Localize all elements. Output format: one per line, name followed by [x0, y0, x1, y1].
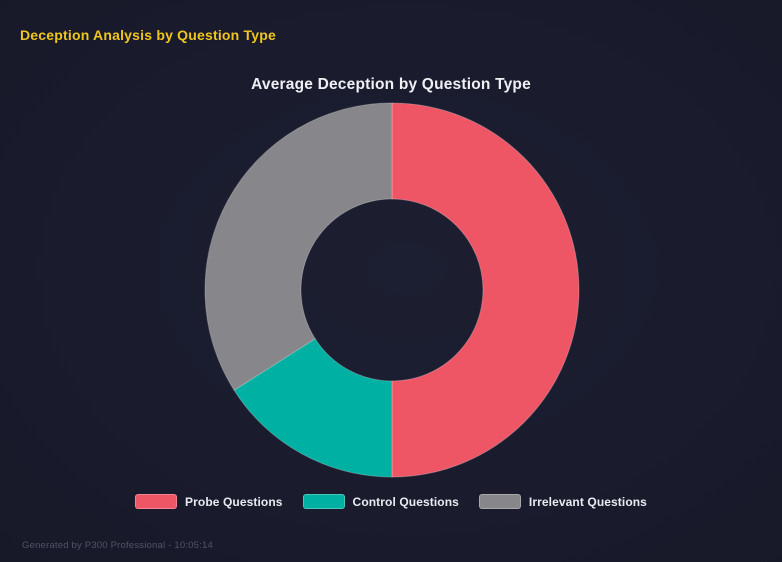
legend-item-irrelevant-questions[interactable]: Irrelevant Questions [478, 494, 647, 509]
generated-by-text: Generated by P300 Professional - 10:05:1… [22, 540, 213, 551]
chart-legend: Probe Questions Control Questions Irrele… [0, 494, 782, 509]
legend-swatch-irrelevant-icon [478, 494, 521, 509]
legend-item-probe-questions[interactable]: Probe Questions [135, 494, 283, 509]
page-title: Deception Analysis by Question Type [20, 27, 276, 43]
legend-label: Irrelevant Questions [528, 494, 647, 509]
donut-segment-probe-questions[interactable] [391, 102, 580, 478]
legend-item-control-questions[interactable]: Control Questions [302, 494, 459, 509]
donut-segment-irrelevant-questions[interactable] [204, 102, 393, 391]
legend-label: Probe Questions [185, 494, 283, 509]
legend-swatch-control-icon [302, 494, 345, 509]
donut-segment-control-questions[interactable] [233, 338, 393, 478]
chart-title: Average Deception by Question Type [251, 76, 531, 93]
donut-chart [204, 102, 580, 478]
legend-label: Control Questions [352, 494, 459, 509]
legend-swatch-probe-icon [135, 494, 178, 509]
